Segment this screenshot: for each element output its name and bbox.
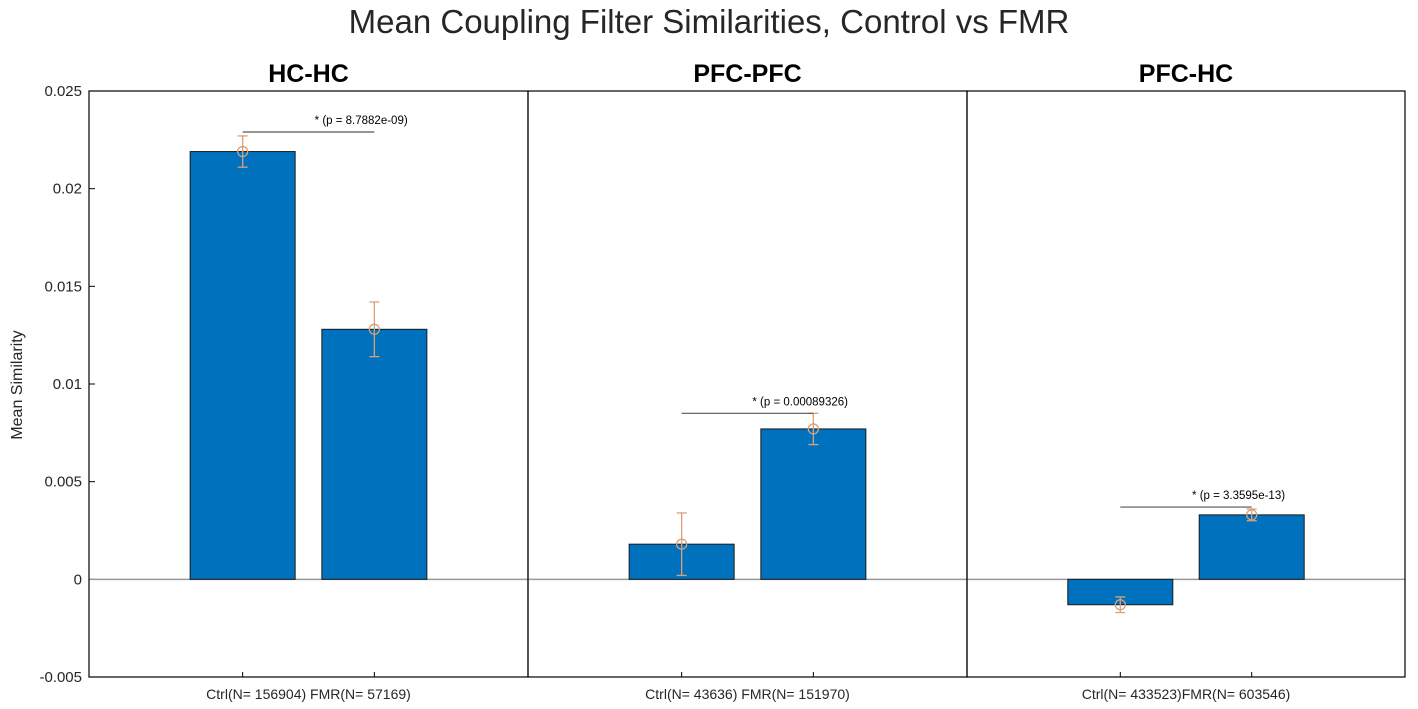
pfc-pfc-mean-marker-ctrl (676, 538, 688, 550)
hc-hc-panel-title: HC-HC (268, 60, 349, 88)
hc-hc-bar-fmr (321, 328, 428, 580)
pfc-pfc-mean-marker-fmr (807, 423, 819, 435)
pfc-pfc-significance-label: * (p = 0.00089326) (752, 396, 848, 408)
hc-hc-bar-ctrl (189, 151, 296, 580)
pfc-hc-mean-marker-ctrl (1114, 599, 1126, 611)
hc-hc-panel-frame (88, 90, 529, 678)
pfc-hc-x-label: Ctrl(N= 433523)FMR(N= 603546) (1082, 686, 1291, 702)
pfc-pfc-panel-title: PFC-PFC (693, 60, 801, 88)
y-tick-label: 0.02 (53, 181, 82, 198)
y-tick-label: 0.015 (44, 278, 82, 295)
y-tick-label: 0.025 (44, 83, 82, 100)
pfc-pfc-x-label: Ctrl(N= 43636) FMR(N= 151970) (645, 686, 850, 702)
y-tick-label: 0 (74, 571, 82, 588)
pfc-hc-panel-title: PFC-HC (1139, 60, 1233, 88)
pfc-hc-panel-frame (966, 90, 1406, 678)
pfc-pfc-bar-fmr (760, 428, 867, 580)
y-tick-label: -0.005 (39, 669, 82, 686)
hc-hc-mean-marker-ctrl (236, 145, 249, 158)
pfc-hc-mean-marker-fmr (1246, 509, 1258, 521)
hc-hc-x-label: Ctrl(N= 156904) FMR(N= 57169) (206, 686, 411, 702)
y-tick-label: 0.005 (44, 474, 82, 491)
y-axis-label: Mean Similarity (9, 330, 26, 439)
y-tick-label: 0.01 (53, 376, 82, 393)
pfc-hc-bar-fmr (1198, 514, 1305, 580)
hc-hc-mean-marker-fmr (368, 323, 381, 335)
chart-panels: -0.005 0 0.005 0.01 0.015 0.02 0.025 * (p = 8.7… (39, 60, 1406, 702)
hc-hc-significance-label: * (p = 8.7882e-09) (315, 115, 408, 127)
chart-title: Mean Coupling Filter Similarities, Contr… (349, 3, 1070, 40)
pfc-hc-significance-label: * (p = 3.3595e-13) (1192, 490, 1285, 502)
pfc-pfc-panel-frame (527, 90, 968, 678)
